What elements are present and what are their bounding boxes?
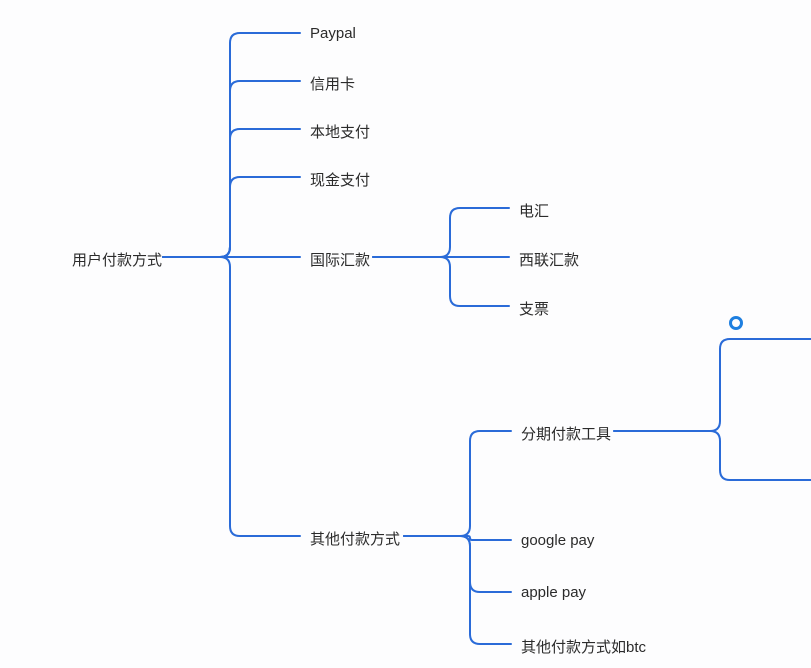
edge-root-credit — [163, 81, 300, 257]
node-wu[interactable]: 西联汇款 — [519, 249, 579, 270]
node-cheque[interactable]: 支票 — [519, 298, 549, 319]
node-cash[interactable]: 现金支付 — [310, 169, 370, 190]
edge-intl-cheque — [373, 257, 509, 306]
edge-other-apay — [404, 536, 511, 592]
node-local[interactable]: 本地支付 — [310, 121, 370, 142]
node-credit[interactable]: 信用卡 — [310, 73, 355, 94]
node-btc[interactable]: 其他付款方式如btc — [521, 636, 646, 657]
cursor-marker-icon — [729, 316, 743, 330]
node-gpay[interactable]: google pay — [521, 532, 594, 549]
edge-root-cash — [163, 177, 300, 257]
node-apay[interactable]: apple pay — [521, 584, 586, 601]
edge-root-local — [163, 129, 300, 257]
edge-other-btc — [404, 536, 511, 644]
edge-root-paypal — [163, 33, 300, 257]
edge-other-gpay — [404, 536, 511, 540]
edge-other-inst — [404, 431, 511, 536]
node-inst[interactable]: 分期付款工具 — [521, 423, 611, 444]
edge-inst-ext2 — [614, 431, 811, 480]
connector-layer — [0, 0, 811, 668]
edge-root-other — [163, 257, 300, 536]
node-root[interactable]: 用户付款方式 — [72, 249, 162, 270]
node-wire[interactable]: 电汇 — [519, 200, 549, 221]
node-intl[interactable]: 国际汇款 — [310, 249, 370, 270]
node-paypal[interactable]: Paypal — [310, 25, 356, 42]
node-other[interactable]: 其他付款方式 — [310, 528, 400, 549]
edge-inst-ext — [614, 339, 811, 431]
edge-intl-wire — [373, 208, 509, 257]
